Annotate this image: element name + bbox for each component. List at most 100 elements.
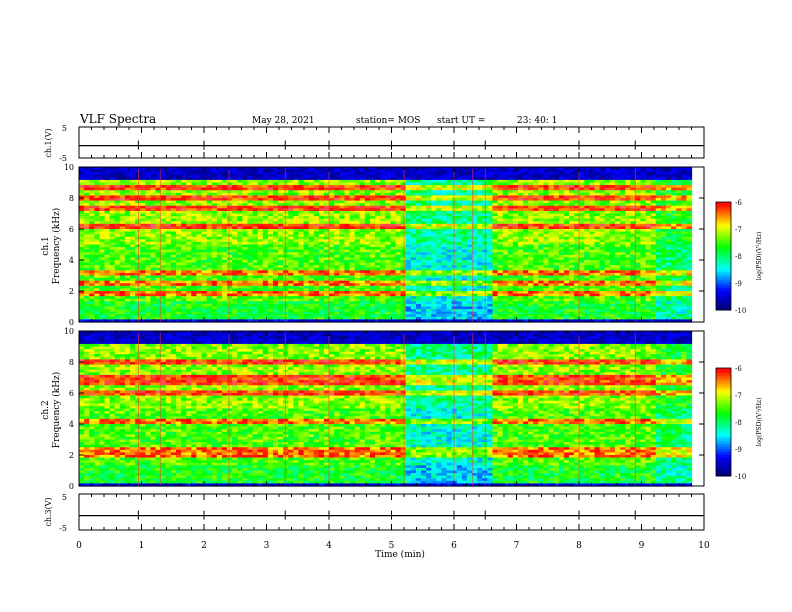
spectrogram-cell <box>558 185 565 189</box>
spectrogram-cell <box>553 185 560 189</box>
spectrogram-cell <box>191 182 197 186</box>
spectrogram-cell <box>436 198 442 202</box>
spectrogram-cell <box>303 208 310 212</box>
spectrogram-cell <box>640 174 647 178</box>
spectrogram-cell <box>267 185 274 189</box>
spectrogram-cell <box>84 205 90 209</box>
spectrogram-cell <box>114 195 121 199</box>
spectrogram-cell <box>558 169 565 173</box>
spectrogram-cell <box>635 205 642 209</box>
spectrogram-cell <box>420 187 427 191</box>
spectrogram-cell <box>441 187 448 191</box>
spectrogram-cell <box>308 182 315 186</box>
spectrogram-cell <box>227 172 233 176</box>
spectrogram-cell <box>390 187 397 191</box>
spectrogram-cell <box>186 195 192 199</box>
spectrogram-cell <box>221 174 228 178</box>
spectrogram-cell <box>175 192 182 197</box>
spectrogram-cell <box>278 182 284 186</box>
spectrogram-cell <box>589 205 596 209</box>
spectrogram-cell <box>584 177 591 181</box>
spectrogram-cell <box>216 208 223 212</box>
spectrogram-cell <box>431 205 437 209</box>
spectrogram-cell <box>237 190 243 194</box>
spectrogram-cell <box>517 198 524 202</box>
spectrogram-cell <box>553 187 560 191</box>
spectrogram-cell <box>405 203 412 207</box>
spectrogram-cell <box>119 208 126 212</box>
spectrogram-cell <box>517 200 524 204</box>
spectrogram-cell <box>349 172 356 176</box>
spectrogram-cell <box>272 174 279 178</box>
spectrogram-cell <box>441 182 448 186</box>
spectrogram-cell <box>441 174 448 178</box>
spectrogram-cell <box>349 179 356 184</box>
spectrogram-cell <box>79 205 85 209</box>
spectrogram-cell <box>354 172 361 176</box>
spectrogram-cell <box>140 174 146 178</box>
spectrogram-cell <box>278 169 284 173</box>
figure-title: VLF Spectra <box>79 112 156 126</box>
spectrogram-cell <box>160 177 167 181</box>
spectrogram-cell <box>375 177 381 181</box>
spectrogram-cell <box>79 203 85 207</box>
spectrogram-cell <box>104 198 111 202</box>
spectrogram-cell <box>232 200 238 204</box>
spectrogram-cell <box>170 179 177 184</box>
spectrogram-cell <box>640 198 647 202</box>
spectrogram-cell <box>211 174 218 178</box>
spectrogram-cell <box>671 192 677 197</box>
spectrogram-cell <box>569 185 575 189</box>
spectrogram-cell <box>288 177 294 181</box>
spectrogram-cell <box>196 203 203 207</box>
spectrogram-cell <box>252 172 259 176</box>
spectrogram-cell <box>339 179 346 184</box>
spectrogram-cell <box>451 182 458 186</box>
spectrogram-cell <box>420 169 427 173</box>
spectrogram-cell <box>446 185 453 189</box>
spectrogram-cell <box>94 185 101 189</box>
spectrogram-cell <box>487 169 494 173</box>
spectrogram-cell <box>625 198 631 202</box>
spectrogram-cell <box>272 167 279 171</box>
spectrogram-cell <box>237 208 243 212</box>
spectrogram-cell <box>293 167 300 171</box>
spectrogram-cell <box>227 190 233 194</box>
spectrogram-cell <box>563 179 570 184</box>
spectrogram-cell <box>124 208 131 212</box>
spectrogram-cell <box>359 203 366 207</box>
spectrogram-cell <box>114 205 121 209</box>
spectrogram-cell <box>283 182 289 186</box>
spectrogram-cell <box>477 203 483 207</box>
spectrogram-cell <box>380 195 386 199</box>
spectrogram-cell <box>196 192 203 197</box>
spectrogram-cell <box>232 179 238 184</box>
spectrogram-cell <box>686 167 693 171</box>
spectrogram-cell <box>472 203 478 207</box>
spectrogram-cell <box>451 172 458 176</box>
spectrogram-cell <box>574 190 580 194</box>
spectrogram-cell <box>262 198 269 202</box>
spectrogram-cell <box>609 182 616 186</box>
spectrogram-cell <box>145 190 152 194</box>
spectrogram-cell <box>99 208 106 212</box>
spectrogram-cell <box>584 174 591 178</box>
spectrogram-cell <box>385 203 391 207</box>
spectrogram-cell <box>278 190 284 194</box>
spectrogram-cell <box>676 203 682 207</box>
spectrogram-cell <box>114 208 121 212</box>
spectrogram-cell <box>497 190 504 194</box>
spectrogram-cell <box>660 182 667 186</box>
spectrogram-cell <box>686 192 693 197</box>
spectrogram-cell <box>686 187 693 191</box>
spectrogram-cell <box>574 205 580 209</box>
spectrogram-cell <box>655 195 662 199</box>
spectrogram-cell <box>318 185 325 189</box>
spectrogram-cell <box>405 169 412 173</box>
spectrogram-cell <box>528 179 534 184</box>
spectrogram-cell <box>584 167 591 171</box>
spectrogram-cell <box>252 205 259 209</box>
spectrogram-cell <box>589 192 596 197</box>
spectrogram-cell <box>589 172 596 176</box>
spectrogram-cell <box>614 182 621 186</box>
